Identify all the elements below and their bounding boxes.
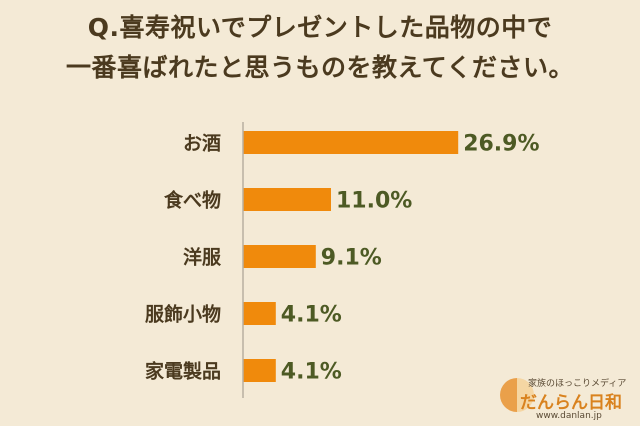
value-label-5: 4.1% bbox=[281, 360, 342, 385]
bar-2 bbox=[243, 188, 331, 211]
logo-name: だんらん日和 bbox=[520, 393, 622, 413]
brand-logo: 家族のほっこりメディア だんらん日和 www.danlan.jp bbox=[500, 370, 640, 426]
chart-title-line-1: Q.喜寿祝いでプレゼントした品物の中で bbox=[87, 13, 553, 42]
category-label-1: お酒 bbox=[183, 133, 221, 155]
category-label-4: 服飾小物 bbox=[145, 303, 221, 326]
value-label-2: 11.0% bbox=[336, 189, 412, 214]
value-label-4: 4.1% bbox=[281, 303, 342, 328]
category-label-3: 洋服 bbox=[183, 246, 222, 269]
category-label-2: 食べ物 bbox=[164, 189, 221, 212]
bar-5 bbox=[243, 359, 276, 382]
logo-mark-icon bbox=[500, 378, 534, 412]
value-label-1: 26.9% bbox=[463, 132, 539, 157]
category-label-5: 家電製品 bbox=[145, 360, 221, 383]
bar-4 bbox=[243, 302, 276, 325]
chart-title-line-2: 一番喜ばれたと思うものを教えてください。 bbox=[65, 53, 574, 82]
logo-tagline: 家族のほっこりメディア bbox=[528, 379, 627, 389]
bar-1 bbox=[243, 131, 459, 154]
logo-url: www.danlan.jp bbox=[536, 411, 602, 421]
bar-3 bbox=[243, 245, 316, 268]
value-label-3: 9.1% bbox=[321, 246, 382, 271]
bars-layer: お酒 26.9% 食べ物 11.0% 洋服 9.1% 服飾小物 4.1% 家電製品 4.1% bbox=[145, 131, 540, 385]
